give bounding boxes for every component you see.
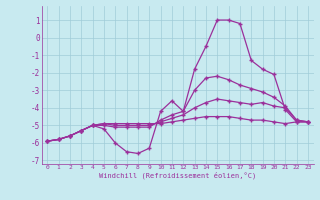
X-axis label: Windchill (Refroidissement éolien,°C): Windchill (Refroidissement éolien,°C) (99, 172, 256, 179)
